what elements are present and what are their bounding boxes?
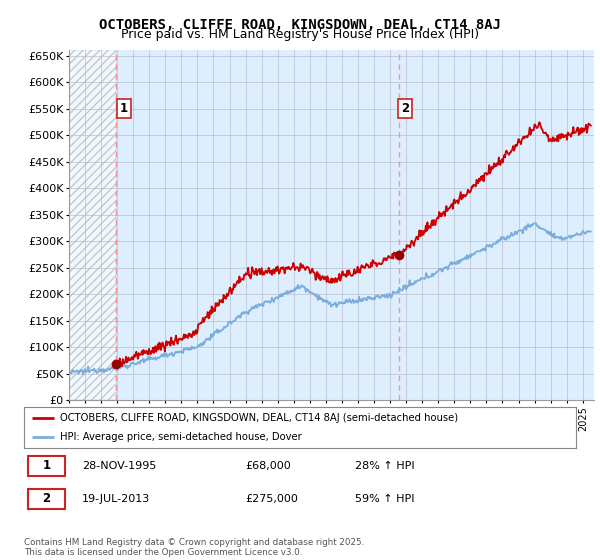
Text: £275,000: £275,000 [245, 494, 298, 504]
Text: 1: 1 [43, 460, 50, 473]
Text: 28-NOV-1995: 28-NOV-1995 [82, 461, 157, 471]
Text: OCTOBERS, CLIFFE ROAD, KINGSDOWN, DEAL, CT14 8AJ (semi-detached house): OCTOBERS, CLIFFE ROAD, KINGSDOWN, DEAL, … [60, 413, 458, 423]
Text: 2: 2 [43, 492, 50, 505]
FancyBboxPatch shape [28, 456, 65, 476]
Text: HPI: Average price, semi-detached house, Dover: HPI: Average price, semi-detached house,… [60, 432, 302, 442]
Text: Contains HM Land Registry data © Crown copyright and database right 2025.
This d: Contains HM Land Registry data © Crown c… [24, 538, 364, 557]
FancyBboxPatch shape [28, 489, 65, 508]
Text: 59% ↑ HPI: 59% ↑ HPI [355, 494, 415, 504]
Text: Price paid vs. HM Land Registry's House Price Index (HPI): Price paid vs. HM Land Registry's House … [121, 28, 479, 41]
Text: 19-JUL-2013: 19-JUL-2013 [82, 494, 150, 504]
Text: £68,000: £68,000 [245, 461, 290, 471]
Text: OCTOBERS, CLIFFE ROAD, KINGSDOWN, DEAL, CT14 8AJ: OCTOBERS, CLIFFE ROAD, KINGSDOWN, DEAL, … [99, 18, 501, 32]
Text: 2: 2 [401, 102, 409, 115]
Text: 1: 1 [119, 102, 128, 115]
Text: 28% ↑ HPI: 28% ↑ HPI [355, 461, 415, 471]
